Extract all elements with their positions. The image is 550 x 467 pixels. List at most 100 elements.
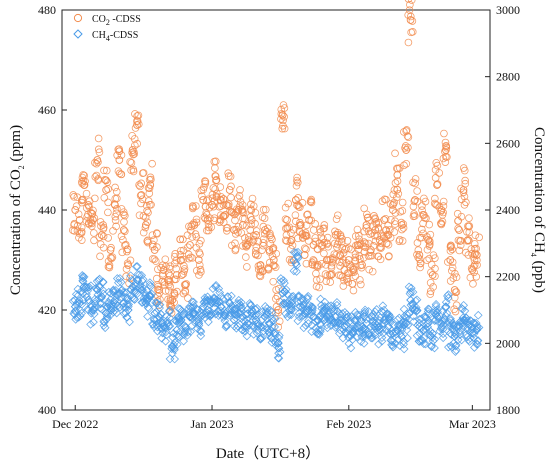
data-point-co2-hourly [338, 258, 346, 267]
data-point-ch4-hourly [250, 311, 260, 321]
data-point-ch4-hourly [286, 301, 296, 311]
data-point-ch4-hourly [303, 294, 312, 304]
data-point-ch4-hourly [179, 321, 189, 330]
data-point-ch4-hourly [165, 306, 174, 315]
data-point-ch4-hourly [122, 299, 132, 309]
data-point-co2-hourly [252, 227, 261, 235]
data-point-co2-hourly [291, 211, 300, 219]
data-point-co2-hourly [364, 239, 373, 248]
data-point-co2-hourly [287, 229, 295, 237]
data-point-co2-hourly [413, 239, 422, 247]
data-point-co2-hourly [270, 261, 279, 270]
data-point-co2 [212, 176, 221, 184]
data-point-ch4-hourly [473, 310, 483, 320]
data-point-co2-hourly [255, 271, 264, 280]
data-point-co2-hourly [446, 277, 455, 285]
data-point-co2-hourly [126, 256, 135, 265]
data-point-ch4-hourly [251, 305, 260, 315]
data-point-co2-hourly [259, 205, 268, 214]
data-point-ch4-hourly [302, 293, 312, 302]
data-point-ch4-hourly [323, 323, 332, 333]
data-point-co2-hourly [465, 214, 473, 222]
data-point-co2-hourly [89, 206, 97, 215]
data-point-ch4-hourly [240, 327, 250, 336]
data-point-co2-hourly [101, 175, 109, 184]
y-right-tick-label: 2200 [496, 270, 520, 284]
data-point-ch4-hourly [151, 298, 160, 308]
data-point-co2-hourly [207, 223, 216, 231]
data-point-ch4-hourly [423, 304, 433, 314]
data-point-ch4-hourly [112, 274, 122, 283]
data-point-co2-hourly [366, 248, 374, 257]
data-point-ch4-hourly [220, 316, 230, 326]
data-point-co2-hourly [92, 159, 101, 168]
data-point-ch4-hourly [124, 300, 134, 309]
data-point-co2-hourly [331, 239, 339, 248]
data-point-co2-hourly [463, 227, 471, 236]
data-point-co2 [97, 231, 106, 239]
data-point-ch4-hourly [186, 327, 196, 336]
data-point-ch4-hourly [140, 296, 149, 306]
data-point-ch4-hourly [181, 323, 191, 333]
data-point-co2-hourly [141, 213, 150, 222]
data-point-ch4-hourly [316, 320, 326, 330]
data-point-co2-hourly [332, 215, 341, 223]
data-point-ch4-hourly [441, 302, 451, 312]
data-point-ch4-hourly [86, 302, 96, 312]
data-point-co2-hourly [231, 239, 239, 247]
data-point-co2-hourly [127, 159, 136, 167]
data-point-co2-hourly [274, 284, 283, 293]
data-point-ch4-hourly [348, 335, 357, 344]
data-point-ch4-hourly [78, 273, 88, 283]
data-point-ch4 [406, 295, 416, 305]
data-point-co2-hourly [351, 250, 360, 258]
data-point-ch4-hourly [421, 339, 430, 349]
data-point-co2-hourly [311, 220, 319, 228]
data-point-co2-hourly [311, 237, 320, 246]
data-point-co2-hourly [426, 290, 435, 298]
data-point-co2-hourly [351, 272, 360, 281]
data-point-co2-hourly [144, 197, 153, 205]
x-tick-label: Mar 2023 [449, 417, 496, 431]
data-point-co2-hourly [254, 251, 262, 260]
data-point-co2-hourly [433, 180, 442, 188]
series-co2 [68, 0, 483, 331]
data-point-co2-hourly [410, 197, 419, 206]
data-point-co2-hourly [77, 227, 86, 236]
y-right-tick-label: 1800 [496, 403, 520, 417]
data-point-ch4-hourly [430, 343, 439, 353]
data-point-co2-hourly [459, 188, 468, 197]
data-point-co2-hourly [135, 181, 143, 189]
data-point-co2-hourly [95, 233, 104, 242]
data-point-co2-hourly [357, 280, 365, 289]
data-point-co2-hourly [161, 255, 170, 264]
data-point-co2-hourly [211, 164, 219, 172]
data-point-co2-hourly [403, 132, 412, 140]
data-point-co2-hourly [137, 179, 146, 188]
data-point-ch4-hourly [331, 320, 341, 330]
data-point-co2-hourly [236, 186, 244, 194]
data-point-ch4-hourly [196, 331, 206, 341]
data-point-co2-hourly [300, 244, 309, 253]
data-point-co2-hourly [452, 273, 461, 282]
data-point-co2-hourly [117, 232, 126, 240]
data-point-ch4-hourly [304, 316, 313, 325]
data-point-ch4-hourly [320, 306, 329, 315]
data-point-co2-hourly [418, 225, 426, 234]
data-point-co2-hourly [90, 229, 98, 237]
data-point-co2-hourly [374, 252, 383, 261]
data-point-ch4-hourly [283, 312, 293, 322]
data-point-co2-hourly [120, 218, 128, 226]
data-point-ch4-hourly [256, 333, 266, 343]
data-point-ch4-hourly [283, 290, 292, 299]
data-point-co2-hourly [283, 237, 291, 245]
data-point-ch4-hourly [225, 298, 235, 308]
data-point-co2-hourly [418, 210, 427, 219]
data-point-co2-hourly [252, 246, 260, 255]
data-point-ch4-hourly [351, 315, 360, 325]
data-point-ch4-hourly [169, 329, 179, 338]
y-right-tick-label: 3000 [496, 3, 520, 17]
data-point-ch4-hourly [356, 337, 366, 347]
data-point-co2-hourly [269, 245, 277, 254]
data-point-ch4-hourly [267, 338, 277, 347]
